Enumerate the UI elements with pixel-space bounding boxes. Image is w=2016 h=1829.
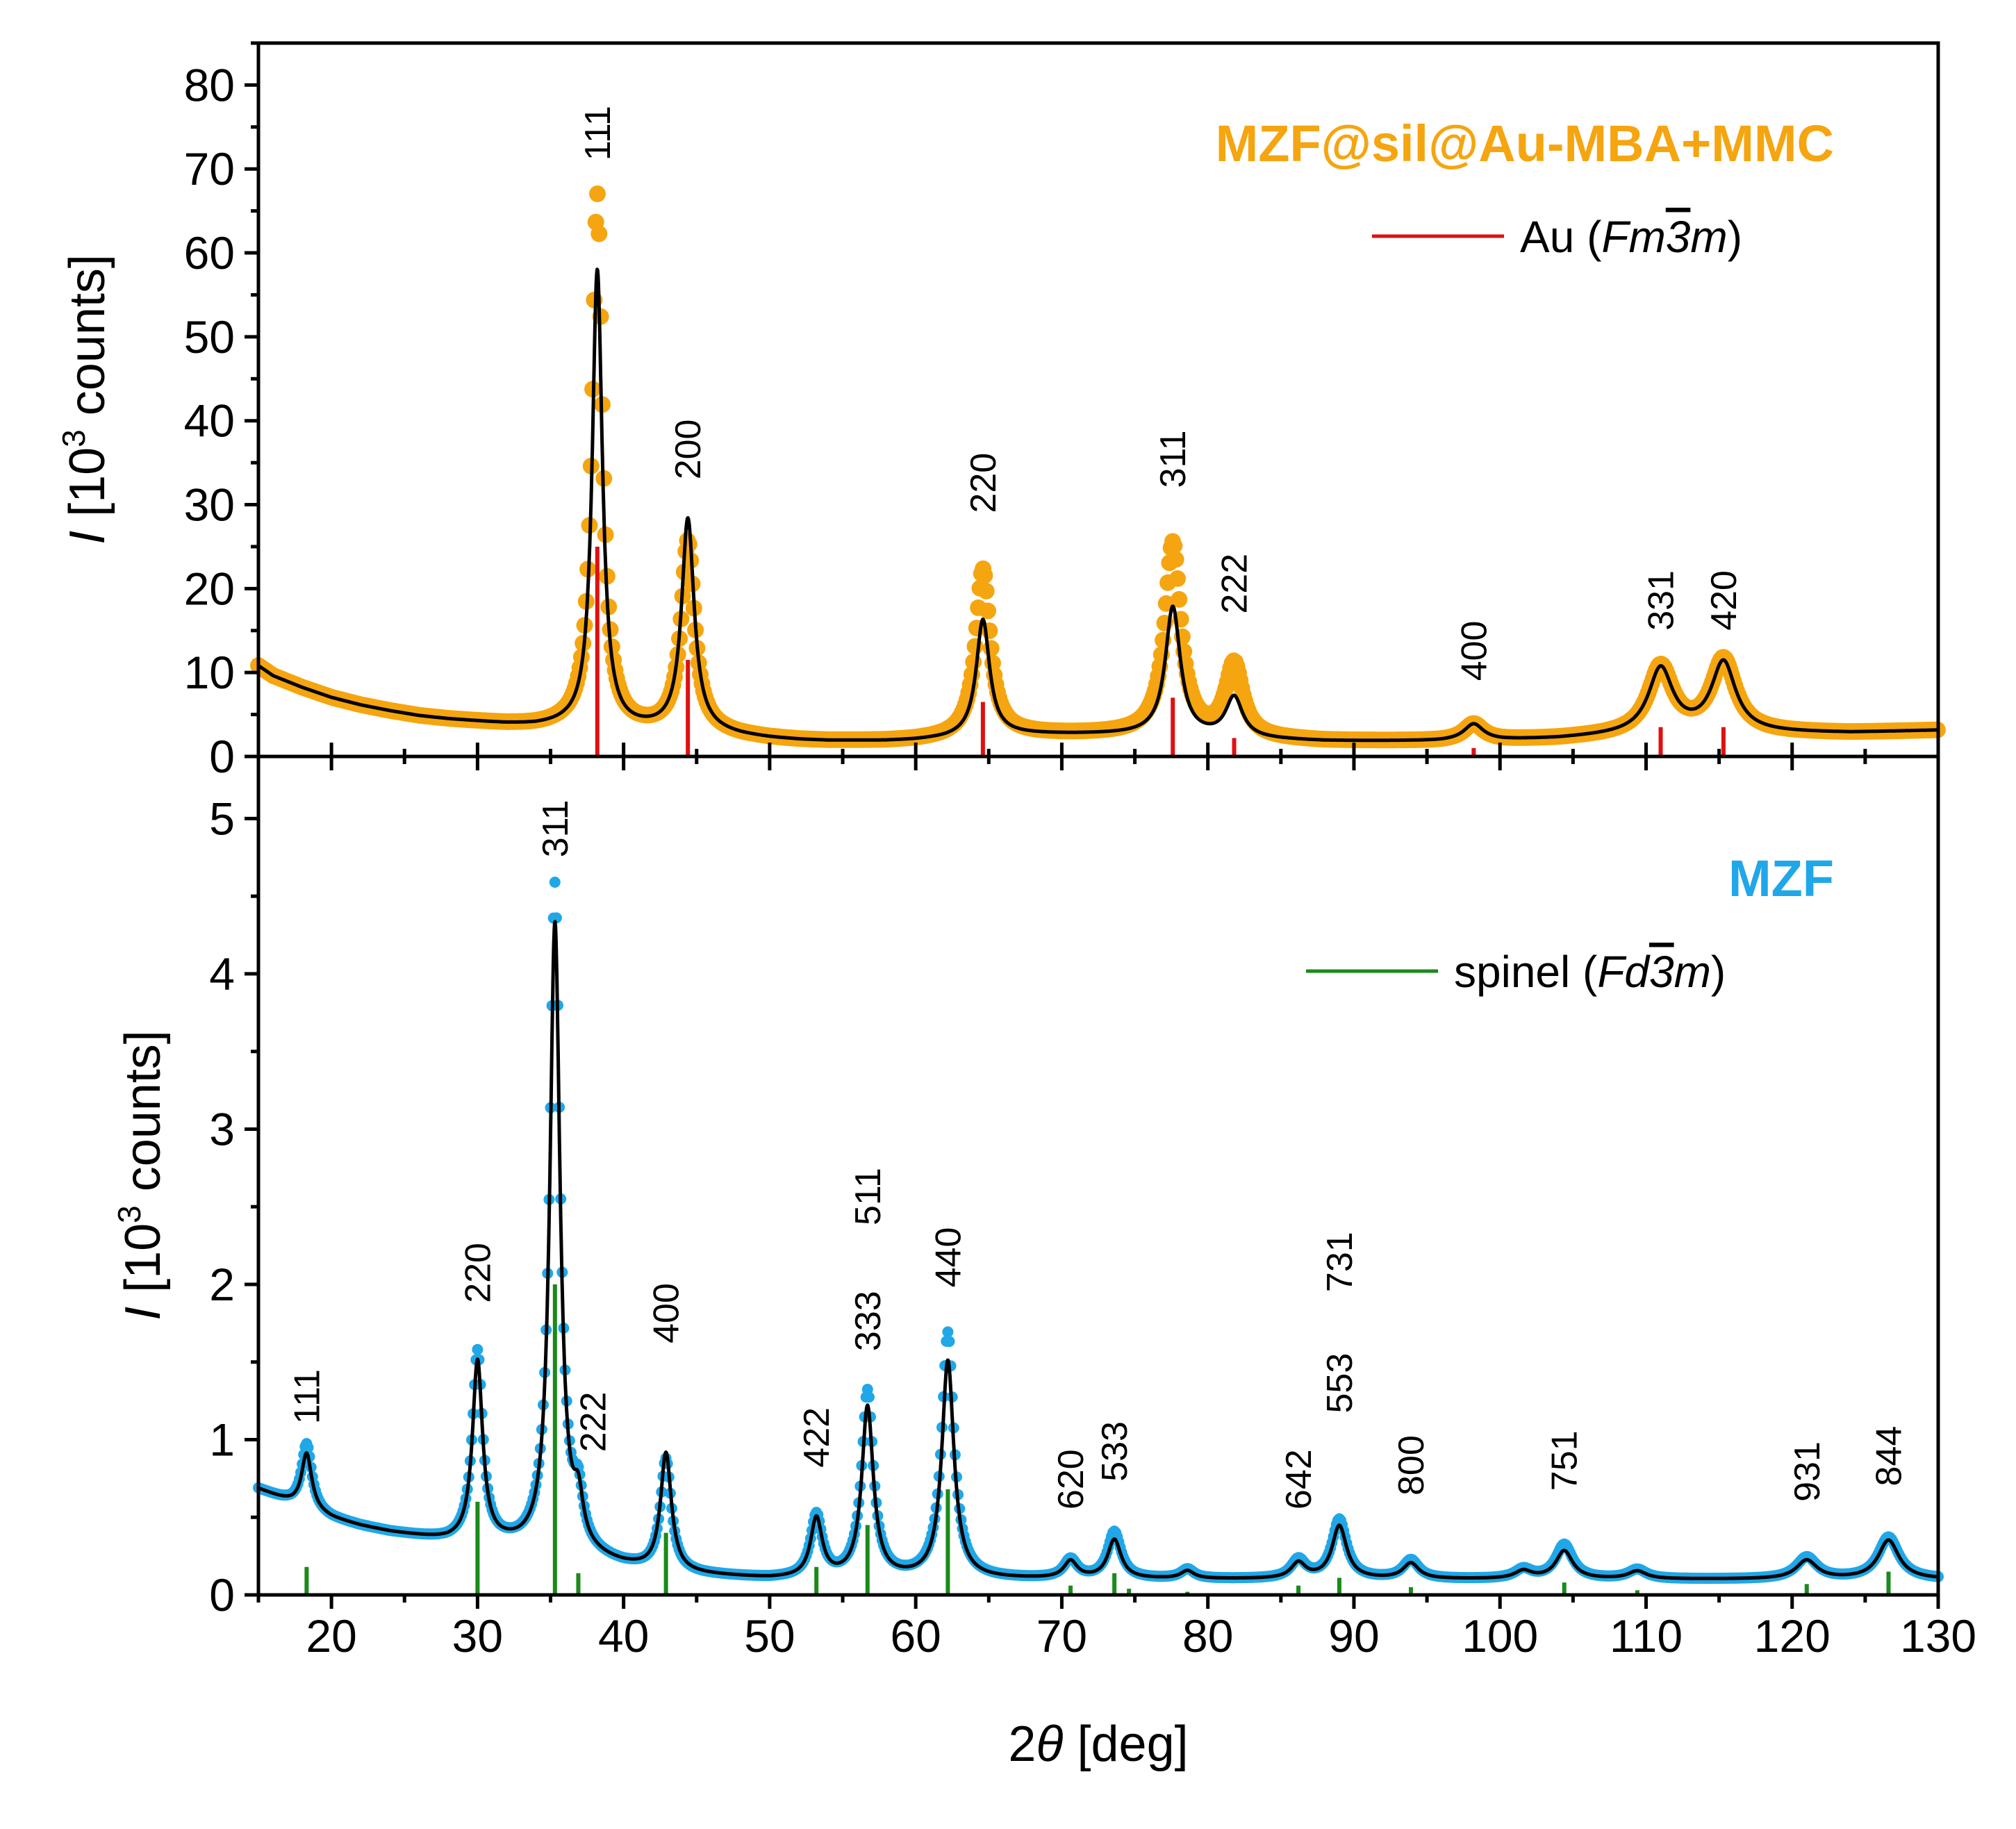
top-data-point — [965, 653, 982, 670]
top-y-tick-label: 10 — [184, 647, 235, 698]
top-peak-label: 400 — [1454, 621, 1494, 681]
bottom-peak-label: 931 — [1787, 1441, 1828, 1502]
bottom-data-point — [942, 1326, 954, 1338]
bottom-y-axis-title: I [103 counts] — [111, 1030, 171, 1321]
x-tick-label: 110 — [1610, 1610, 1683, 1662]
top-data-point — [589, 185, 606, 202]
top-y-tick-label: 80 — [184, 59, 235, 110]
x-tick-label: 70 — [1036, 1610, 1087, 1662]
top-data-point — [590, 225, 608, 242]
top-y-tick-label: 70 — [184, 143, 235, 195]
top-peak-label: 311 — [1153, 430, 1193, 488]
top-data-point — [1169, 570, 1186, 587]
top-data-point — [1171, 590, 1188, 608]
bottom-peak-label: 800 — [1391, 1435, 1432, 1496]
x-tick-label: 100 — [1462, 1610, 1538, 1662]
top-data-point — [980, 602, 996, 620]
top-peak-label: 222 — [1215, 554, 1255, 614]
top-panel: 111 200 220 311 222 400 331 420 0 10 20 30 40 50 60 70… — [56, 41, 1946, 782]
x-tick-label: 50 — [744, 1610, 795, 1662]
bottom-peak-label: 440 — [928, 1227, 968, 1288]
bottom-y-tick-label: 2 — [209, 1259, 235, 1310]
top-legend-label: Au (Fm3m) — [1520, 212, 1742, 262]
bottom-sample-label: MZF — [1728, 850, 1834, 907]
bottom-axes: 0 1 2 3 4 5 20 30 40 50 60 70 80 90 100 110 120 130 — [209, 756, 1976, 1662]
bottom-data-point — [472, 1343, 484, 1355]
bottom-peak-label: 751 — [1545, 1430, 1585, 1491]
top-y-axis-title: I [103 counts] — [56, 254, 115, 545]
bottom-peak-label: 422 — [797, 1407, 837, 1468]
x-tick-label: 30 — [452, 1610, 503, 1662]
bottom-peak-label: 553 — [1320, 1353, 1360, 1414]
bottom-y-tick-label: 3 — [209, 1103, 235, 1154]
top-peak-label: 220 — [964, 453, 1004, 513]
top-peak-label: 420 — [1704, 570, 1744, 631]
bottom-peak-label: 844 — [1869, 1426, 1910, 1487]
x-tick-label: 40 — [598, 1610, 649, 1662]
x-axis-title: 2θ [deg] — [1008, 1716, 1188, 1772]
x-tick-label: 80 — [1182, 1610, 1233, 1662]
top-data-point — [976, 567, 993, 584]
x-tick-label: 120 — [1754, 1610, 1831, 1662]
bottom-fit-line — [257, 920, 1940, 1580]
bottom-peak-label: 731 — [1320, 1232, 1360, 1292]
top-peak-label: 200 — [668, 420, 709, 480]
x-tick-label: 90 — [1328, 1610, 1379, 1662]
bottom-legend-label: spinel (Fd3m) — [1454, 947, 1726, 997]
top-peak-label: 331 — [1642, 570, 1682, 631]
bottom-peak-label: 400 — [647, 1283, 687, 1343]
bottom-peak-label: 111 — [287, 1369, 327, 1424]
bottom-peak-label: 220 — [458, 1243, 498, 1303]
top-peak-label: 111 — [578, 106, 618, 160]
x-tick-label: 60 — [890, 1610, 941, 1662]
top-y-tick-label: 60 — [184, 227, 235, 279]
top-sample-label: MZF@sil@Au-MBA+MMC — [1216, 115, 1834, 172]
bottom-data-point — [863, 1391, 875, 1403]
bottom-legend: spinel (Fd3m) — [1306, 947, 1726, 997]
bottom-peak-label: 311 — [536, 800, 576, 857]
top-y-tick-label: 30 — [184, 479, 235, 531]
top-marks: 111 200 220 311 222 400 331 420 — [250, 106, 1946, 756]
bottom-peak-label: 533 — [1095, 1421, 1135, 1482]
top-y-tick-label: 40 — [184, 395, 235, 447]
bottom-y-tick-label: 4 — [209, 948, 235, 1000]
top-fit-line — [257, 267, 1940, 743]
bottom-data-point — [549, 877, 561, 888]
bottom-y-tick-label: 0 — [209, 1569, 235, 1621]
top-y-tick-label: 50 — [184, 311, 235, 363]
top-data-point — [1166, 537, 1183, 554]
top-data-point — [1167, 551, 1184, 568]
top-axes: 0 10 20 30 40 50 60 70 80 — [184, 41, 1940, 782]
bottom-data-point — [943, 1336, 955, 1348]
top-legend: Au (Fm3m) — [1372, 212, 1742, 262]
bottom-peak-label: 620 — [1051, 1449, 1091, 1509]
x-tick-label: 130 — [1900, 1610, 1976, 1662]
bottom-y-tick-label: 1 — [209, 1414, 235, 1465]
bottom-y-tick-label: 5 — [209, 793, 235, 844]
bottom-frame — [256, 754, 1940, 1597]
x-tick-label: 20 — [306, 1610, 356, 1662]
bottom-peak-label: 642 — [1279, 1449, 1319, 1509]
top-y-tick-label: 0 — [209, 731, 235, 782]
bottom-peak-label: 511 — [848, 1168, 889, 1225]
bottom-peak-label: 333 — [848, 1291, 889, 1351]
bottom-peak-label: 222 — [574, 1392, 614, 1453]
bottom-data-point — [302, 1441, 314, 1453]
top-data-point — [977, 582, 995, 599]
top-y-tick-label: 20 — [184, 563, 235, 614]
